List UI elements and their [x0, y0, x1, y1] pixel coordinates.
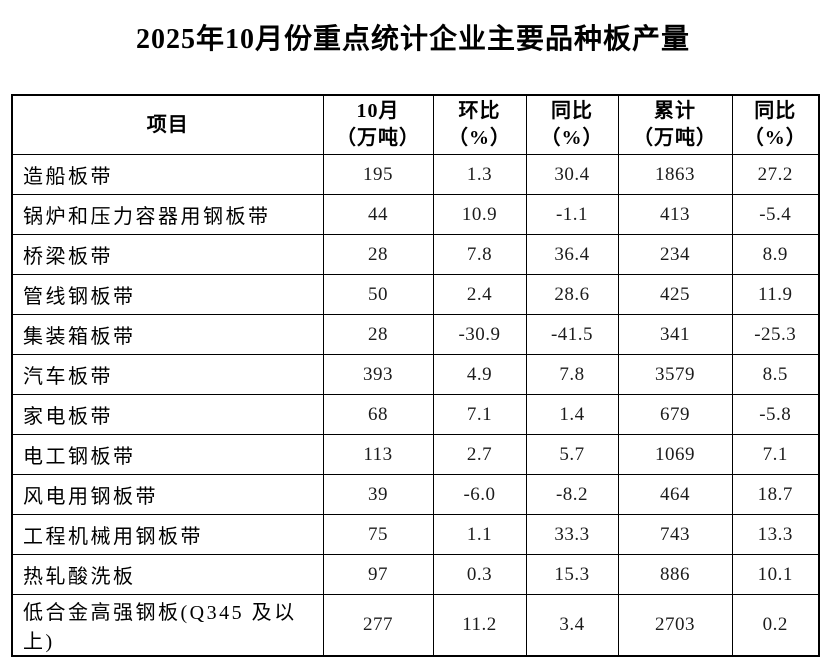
- production-table: 项目 10月 （万吨） 环比 （%） 同比 （%） 累计 （万吨） 同比 （%）…: [11, 94, 820, 657]
- row-label: 电工钢板带: [11, 434, 324, 475]
- header-row: 项目 10月 （万吨） 环比 （%） 同比 （%） 累计 （万吨） 同比 （%）: [11, 94, 820, 155]
- cell-mom-change: 10.9: [432, 194, 527, 235]
- cell-october-volume: 28: [322, 234, 434, 275]
- cell-cumulative-yoy: 7.1: [731, 434, 820, 475]
- cell-cumulative-yoy: 27.2: [731, 154, 820, 195]
- header-mom-change: 环比 （%）: [432, 94, 527, 155]
- cell-mom-change: -30.9: [432, 314, 527, 355]
- cell-yoy-change: 7.8: [525, 354, 619, 395]
- row-label: 家电板带: [11, 394, 324, 435]
- cell-mom-change: 1.3: [432, 154, 527, 195]
- cell-mom-change: 7.1: [432, 394, 527, 435]
- cell-yoy-change: 28.6: [525, 274, 619, 315]
- cell-yoy-change: -41.5: [525, 314, 619, 355]
- header-cumulative-yoy: 同比 （%）: [731, 94, 820, 155]
- cell-mom-change: 11.2: [432, 594, 527, 657]
- cell-yoy-change: 3.4: [525, 594, 619, 657]
- cell-yoy-change: -8.2: [525, 474, 619, 515]
- cell-cumulative-volume: 341: [617, 314, 733, 355]
- header-october-volume: 10月 （万吨）: [322, 94, 434, 155]
- cell-cumulative-yoy: 13.3: [731, 514, 820, 555]
- cell-cumulative-yoy: 10.1: [731, 554, 820, 595]
- table-row: 桥梁板带 28 7.8 36.4 234 8.9: [11, 234, 820, 275]
- table-row: 低合金高强钢板(Q345 及以上) 277 11.2 3.4 2703 0.2: [11, 594, 820, 657]
- table-header: 项目 10月 （万吨） 环比 （%） 同比 （%） 累计 （万吨） 同比 （%）: [11, 94, 820, 155]
- cell-yoy-change: 36.4: [525, 234, 619, 275]
- header-yoy-change: 同比 （%）: [525, 94, 619, 155]
- cell-october-volume: 97: [322, 554, 434, 595]
- row-label: 低合金高强钢板(Q345 及以上): [11, 594, 324, 657]
- cell-october-volume: 113: [322, 434, 434, 475]
- cell-cumulative-yoy: 11.9: [731, 274, 820, 315]
- page-title: 2025年10月份重点统计企业主要品种板产量: [135, 24, 690, 55]
- cell-october-volume: 393: [322, 354, 434, 395]
- cell-yoy-change: 33.3: [525, 514, 619, 555]
- table-row: 锅炉和压力容器用钢板带 44 10.9 -1.1 413 -5.4: [11, 194, 820, 235]
- table-row: 集装箱板带 28 -30.9 -41.5 341 -25.3: [11, 314, 820, 355]
- row-label: 锅炉和压力容器用钢板带: [11, 194, 324, 235]
- cell-cumulative-yoy: -5.4: [731, 194, 820, 235]
- cell-mom-change: 2.4: [432, 274, 527, 315]
- cell-october-volume: 277: [322, 594, 434, 657]
- cell-cumulative-yoy: 18.7: [731, 474, 820, 515]
- cell-cumulative-yoy: 0.2: [731, 594, 820, 657]
- cell-mom-change: 2.7: [432, 434, 527, 475]
- cell-cumulative-volume: 886: [617, 554, 733, 595]
- cell-cumulative-yoy: -5.8: [731, 394, 820, 435]
- row-label: 管线钢板带: [11, 274, 324, 315]
- cell-cumulative-volume: 425: [617, 274, 733, 315]
- cell-october-volume: 50: [322, 274, 434, 315]
- row-label: 风电用钢板带: [11, 474, 324, 515]
- cell-october-volume: 75: [322, 514, 434, 555]
- table-row: 热轧酸洗板 97 0.3 15.3 886 10.1: [11, 554, 820, 595]
- table-body: 造船板带 195 1.3 30.4 1863 27.2 锅炉和压力容器用钢板带 …: [11, 154, 820, 657]
- header-cumulative-volume: 累计 （万吨）: [617, 94, 733, 155]
- cell-october-volume: 195: [322, 154, 434, 195]
- cell-cumulative-volume: 1069: [617, 434, 733, 475]
- header-item: 项目: [11, 94, 324, 155]
- cell-cumulative-volume: 234: [617, 234, 733, 275]
- cell-cumulative-volume: 679: [617, 394, 733, 435]
- cell-cumulative-volume: 3579: [617, 354, 733, 395]
- cell-yoy-change: 15.3: [525, 554, 619, 595]
- cell-yoy-change: 30.4: [525, 154, 619, 195]
- cell-cumulative-yoy: -25.3: [731, 314, 820, 355]
- cell-cumulative-yoy: 8.5: [731, 354, 820, 395]
- cell-cumulative-volume: 743: [617, 514, 733, 555]
- row-label: 热轧酸洗板: [11, 554, 324, 595]
- table-row: 汽车板带 393 4.9 7.8 3579 8.5: [11, 354, 820, 395]
- cell-october-volume: 39: [322, 474, 434, 515]
- row-label: 工程机械用钢板带: [11, 514, 324, 555]
- cell-yoy-change: 1.4: [525, 394, 619, 435]
- cell-cumulative-volume: 2703: [617, 594, 733, 657]
- cell-october-volume: 28: [322, 314, 434, 355]
- cell-mom-change: -6.0: [432, 474, 527, 515]
- row-label: 汽车板带: [11, 354, 324, 395]
- table-row: 管线钢板带 50 2.4 28.6 425 11.9: [11, 274, 820, 315]
- row-label: 桥梁板带: [11, 234, 324, 275]
- row-label: 集装箱板带: [11, 314, 324, 355]
- cell-cumulative-volume: 464: [617, 474, 733, 515]
- table-row: 风电用钢板带 39 -6.0 -8.2 464 18.7: [11, 474, 820, 515]
- table-row: 工程机械用钢板带 75 1.1 33.3 743 13.3: [11, 514, 820, 555]
- cell-cumulative-volume: 413: [617, 194, 733, 235]
- cell-mom-change: 0.3: [432, 554, 527, 595]
- table-row: 造船板带 195 1.3 30.4 1863 27.2: [11, 154, 820, 195]
- cell-mom-change: 4.9: [432, 354, 527, 395]
- cell-october-volume: 68: [322, 394, 434, 435]
- table-row: 家电板带 68 7.1 1.4 679 -5.8: [11, 394, 820, 435]
- cell-cumulative-volume: 1863: [617, 154, 733, 195]
- cell-yoy-change: 5.7: [525, 434, 619, 475]
- cell-october-volume: 44: [322, 194, 434, 235]
- cell-cumulative-yoy: 8.9: [731, 234, 820, 275]
- cell-yoy-change: -1.1: [525, 194, 619, 235]
- cell-mom-change: 7.8: [432, 234, 527, 275]
- cell-mom-change: 1.1: [432, 514, 527, 555]
- table-row: 电工钢板带 113 2.7 5.7 1069 7.1: [11, 434, 820, 475]
- row-label: 造船板带: [11, 154, 324, 195]
